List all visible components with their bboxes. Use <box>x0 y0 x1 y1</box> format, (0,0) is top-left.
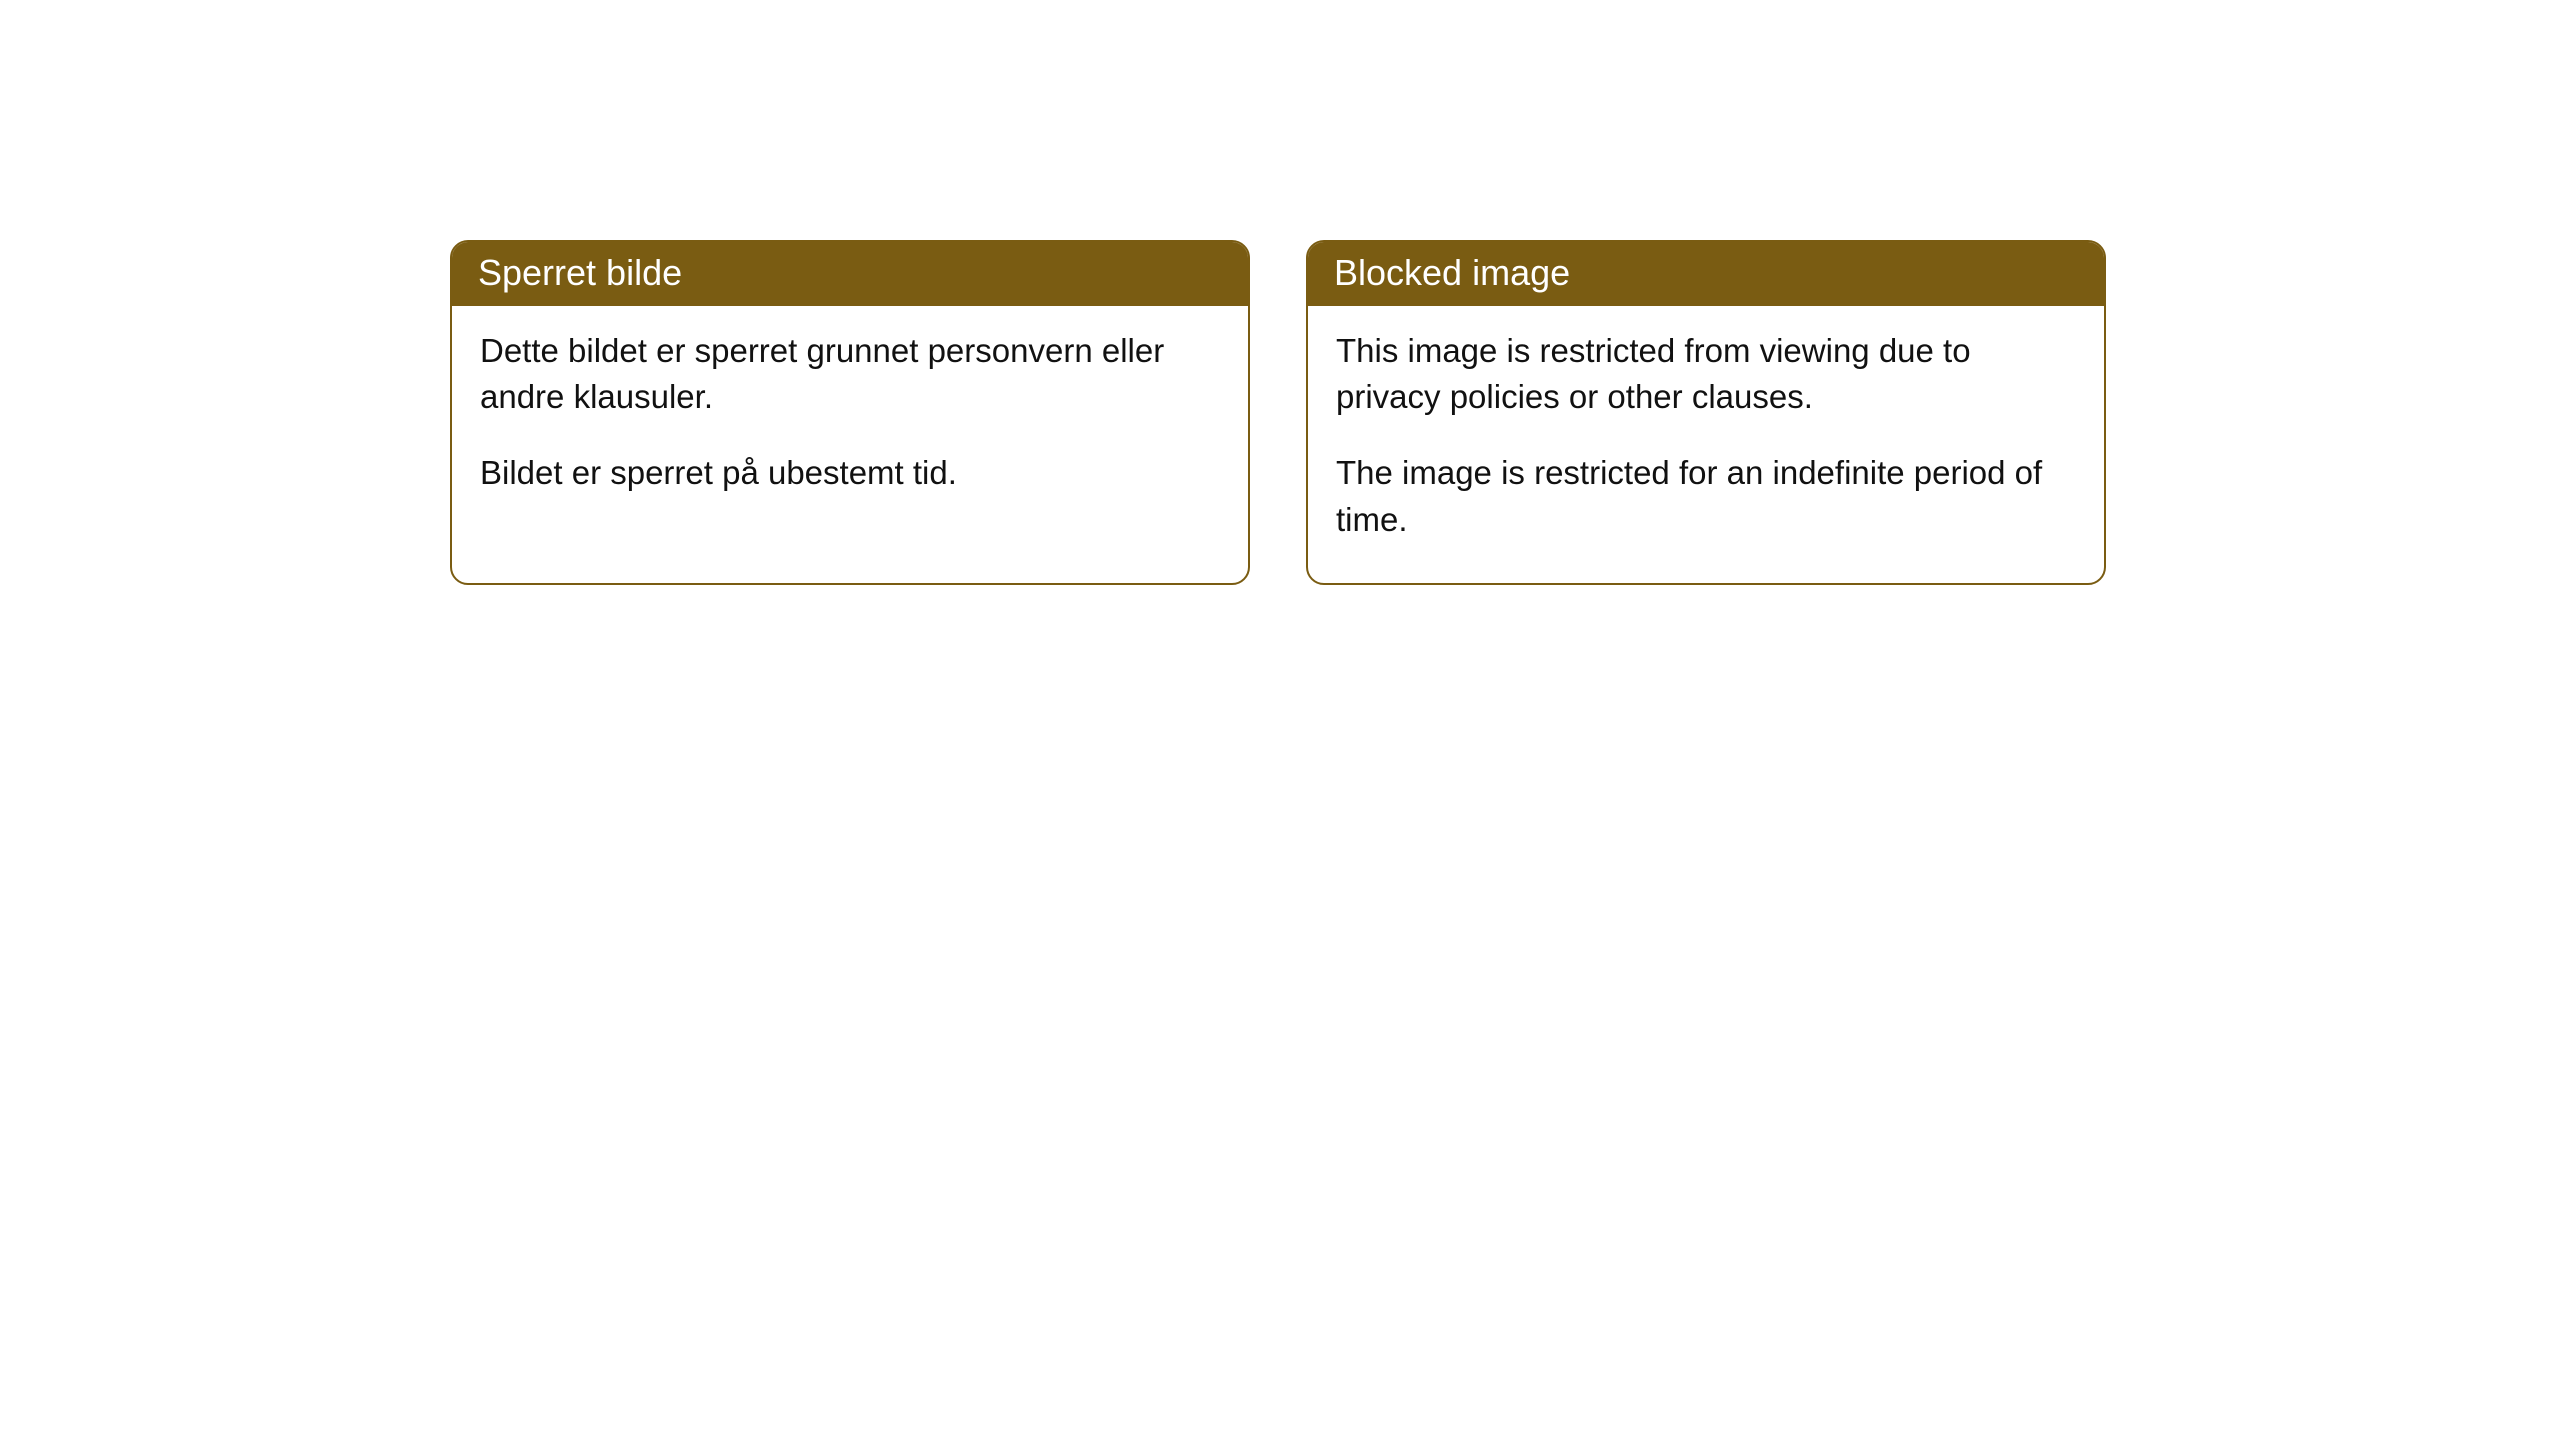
blocked-image-card-norwegian: Sperret bilde Dette bildet er sperret gr… <box>450 240 1250 585</box>
blocked-image-card-english: Blocked image This image is restricted f… <box>1306 240 2106 585</box>
card-paragraph-1: This image is restricted from viewing du… <box>1336 328 2076 420</box>
card-header: Blocked image <box>1308 242 2104 306</box>
card-container: Sperret bilde Dette bildet er sperret gr… <box>450 240 2560 585</box>
card-header: Sperret bilde <box>452 242 1248 306</box>
card-body: Dette bildet er sperret grunnet personve… <box>452 306 1248 537</box>
card-body: This image is restricted from viewing du… <box>1308 306 2104 583</box>
card-title: Sperret bilde <box>478 252 682 293</box>
card-title: Blocked image <box>1334 252 1570 293</box>
card-paragraph-1: Dette bildet er sperret grunnet personve… <box>480 328 1220 420</box>
card-paragraph-2: Bildet er sperret på ubestemt tid. <box>480 450 1220 496</box>
card-paragraph-2: The image is restricted for an indefinit… <box>1336 450 2076 542</box>
